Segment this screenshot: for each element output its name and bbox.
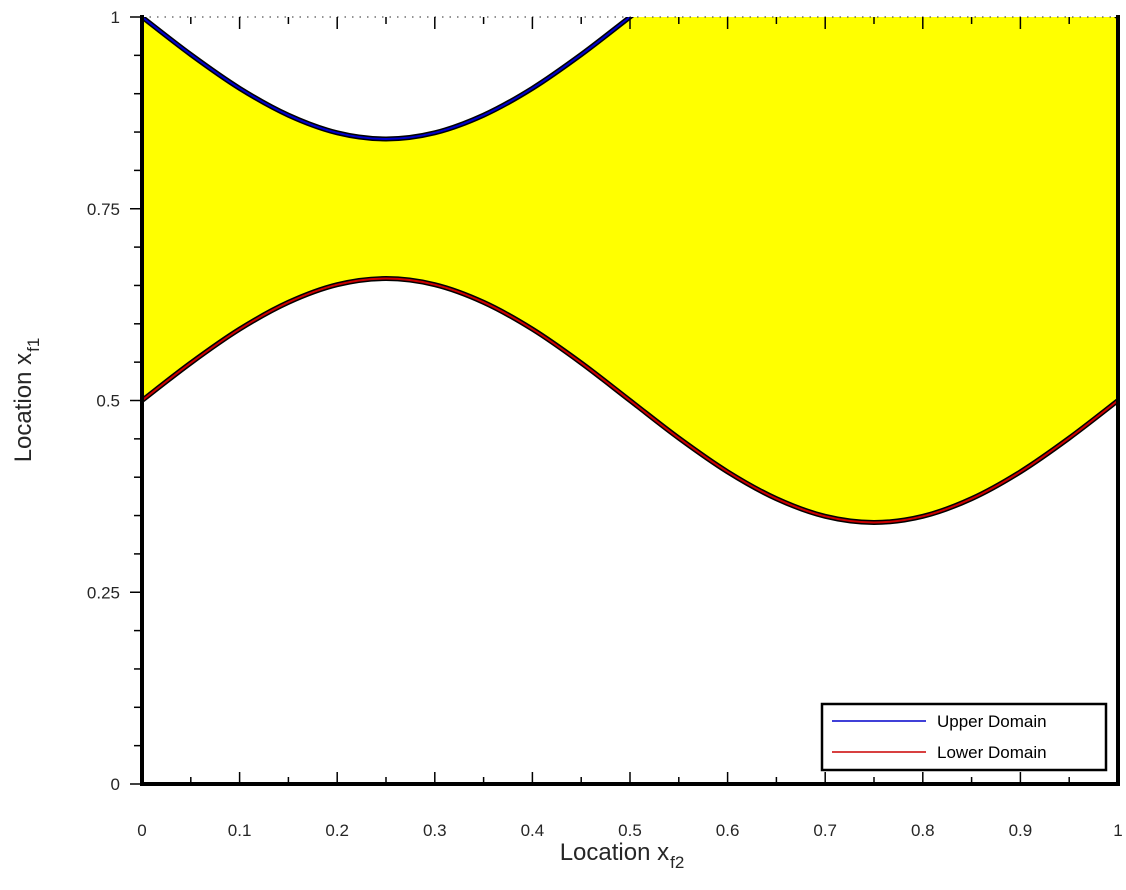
- y-tick-label: 1: [111, 8, 120, 27]
- y-tick-label: 0: [111, 775, 120, 794]
- legend-label-lower-domain: Lower Domain: [937, 743, 1047, 762]
- x-tick-label: 1: [1113, 821, 1122, 840]
- legend-box: [820, 702, 1108, 772]
- series-group: [142, 17, 1118, 525]
- series-line-lower-domain: [142, 277, 1118, 524]
- y-tick-label: 0.75: [87, 200, 120, 219]
- legend-label-upper-domain: Upper Domain: [937, 712, 1047, 731]
- legend: Upper Domain Lower Domain: [820, 702, 1108, 772]
- x-tick-label: 0.1: [228, 821, 252, 840]
- y-tick-label: 0.25: [87, 583, 120, 602]
- y-tick-label: 0.5: [96, 392, 120, 411]
- x-tick-label: 0: [137, 821, 146, 840]
- x-tick-label: 0.9: [1009, 821, 1033, 840]
- y-axis-title: Location xf1: [10, 338, 43, 463]
- x-axis-title-main: Location x: [560, 839, 669, 866]
- x-axis-title-sub: f2: [670, 853, 684, 872]
- x-tick-label: 0.7: [813, 821, 837, 840]
- series-line-upper-domain: [142, 17, 1118, 140]
- x-tick-label: 0.5: [618, 821, 642, 840]
- x-tick-label: 0.6: [716, 821, 740, 840]
- x-tick-label: 0.2: [325, 821, 349, 840]
- domain-fill: [142, 17, 1118, 523]
- y-ticks: 0 0.25 0.5 0.75 1: [87, 8, 142, 794]
- x-ticks: 0 0.1 0.2 0.3 0.4 0.5 0.6 0.7 0.8 0.9 1: [137, 17, 1123, 840]
- plot-area: [142, 17, 1118, 525]
- x-tick-label: 0.8: [911, 821, 935, 840]
- x-tick-label: 0.4: [521, 821, 545, 840]
- y-axis-title-main: Location x: [10, 353, 37, 462]
- y-axis-title-sub: f1: [24, 338, 43, 352]
- x-axis-title: Location xf2: [560, 839, 685, 872]
- x-tick-label: 0.3: [423, 821, 447, 840]
